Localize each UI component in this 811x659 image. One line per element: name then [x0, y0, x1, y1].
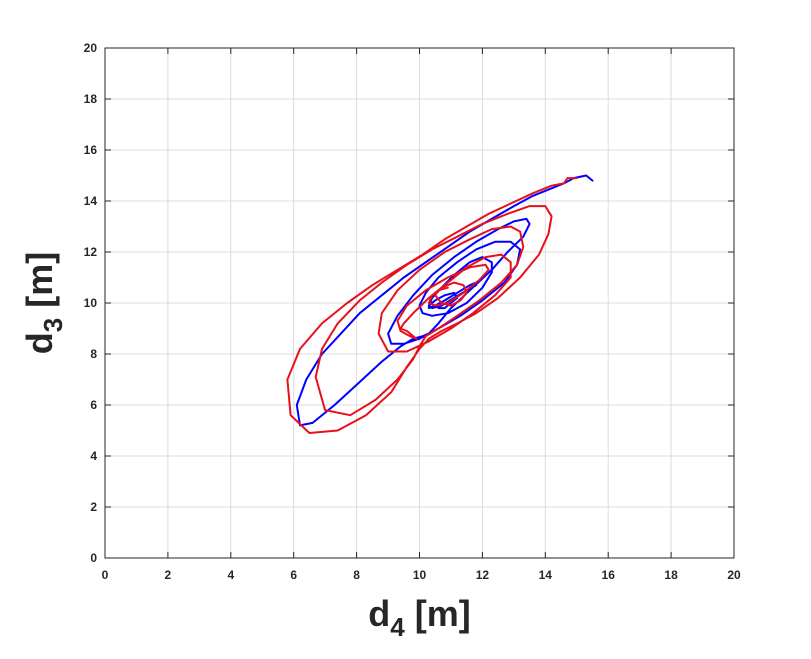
y-tick-label: 2: [90, 500, 97, 514]
x-tick-label: 16: [602, 568, 616, 582]
x-tick-label: 20: [727, 568, 741, 582]
tick-marks: [104, 47, 735, 559]
y-tick-label: 18: [84, 92, 98, 106]
y-axis-label-subscript: 3: [38, 318, 68, 332]
x-axis-label-subscript: 4: [390, 612, 405, 642]
x-axis-label: d4 [m]: [368, 593, 470, 642]
y-axis-label-base: d: [19, 332, 60, 354]
y-axis-label: d3 [m]: [19, 252, 68, 354]
y-tick-labels: 0 2 4 6 8 10 12 14 16 18 20: [84, 41, 98, 565]
x-tick-label: 0: [102, 568, 109, 582]
grid-lines: [105, 48, 734, 558]
x-axis-label-unit: [m]: [405, 593, 471, 634]
y-tick-label: 6: [90, 398, 97, 412]
x-tick-label: 14: [539, 568, 553, 582]
y-tick-label: 20: [84, 41, 98, 55]
x-tick-label: 6: [290, 568, 297, 582]
series-layer: [286, 174, 594, 434]
x-tick-label: 10: [413, 568, 427, 582]
y-tick-label: 0: [90, 551, 97, 565]
x-tick-label: 2: [165, 568, 172, 582]
series-line-red: [286, 177, 578, 434]
y-axis-label-unit: [m]: [19, 252, 60, 318]
x-tick-label: 12: [476, 568, 490, 582]
y-tick-label: 16: [84, 143, 98, 157]
x-tick-label: 8: [353, 568, 360, 582]
x-tick-label: 4: [227, 568, 234, 582]
y-tick-label: 4: [90, 449, 97, 463]
x-tick-labels: 0 2 4 6 8 10 12 14 16 18 20: [102, 568, 741, 582]
y-tick-label: 14: [84, 194, 98, 208]
y-tick-label: 10: [84, 296, 98, 310]
x-tick-label: 18: [664, 568, 678, 582]
y-tick-label: 8: [90, 347, 97, 361]
y-tick-label: 12: [84, 245, 98, 259]
x-axis-label-base: d: [368, 593, 390, 634]
